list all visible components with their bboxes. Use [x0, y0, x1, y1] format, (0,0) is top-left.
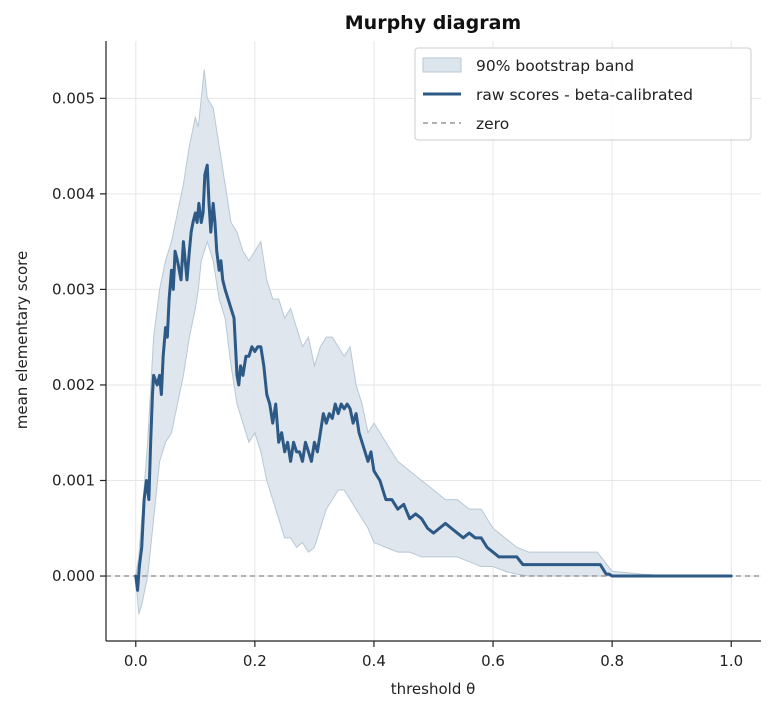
score-line — [134, 163, 733, 592]
x-tick-label-4: 0.8 — [600, 652, 624, 670]
y-tick-label-1: 0.001 — [52, 471, 95, 489]
legend-label-zero: zero — [476, 115, 509, 133]
x-tick-label-1: 0.2 — [243, 652, 267, 670]
x-tick-label-3: 0.6 — [481, 652, 505, 670]
x-axis-label: threshold θ — [391, 680, 476, 698]
y-tick-label-4: 0.004 — [52, 185, 95, 203]
x-axis-ticks: 0.0 0.2 0.4 0.6 0.8 1.0 — [124, 641, 743, 670]
x-tick-label-0: 0.0 — [124, 652, 148, 670]
y-tick-label-3: 0.003 — [52, 280, 95, 298]
score-line-layer — [134, 163, 733, 592]
bootstrap-band-layer — [135, 69, 732, 615]
chart-title: Murphy diagram — [345, 12, 521, 34]
legend-label-line: raw scores - beta-calibrated — [476, 86, 693, 104]
x-tick-label-5: 1.0 — [719, 652, 743, 670]
legend: 90% bootstrap band raw scores - beta-cal… — [414, 47, 752, 141]
y-axis-label: mean elementary score — [13, 251, 31, 429]
y-tick-label-0: 0.000 — [52, 567, 95, 585]
bootstrap-band — [135, 69, 732, 615]
y-axis-ticks: 0.000 0.001 0.002 0.003 0.004 0.005 — [52, 89, 106, 585]
legend-frame — [414, 47, 752, 141]
legend-label-band: 90% bootstrap band — [476, 57, 634, 75]
y-tick-label-5: 0.005 — [52, 89, 95, 107]
x-tick-label-2: 0.4 — [362, 652, 386, 670]
axes — [105, 41, 761, 642]
legend-band-swatch — [422, 57, 462, 73]
y-tick-label-2: 0.002 — [52, 376, 95, 394]
